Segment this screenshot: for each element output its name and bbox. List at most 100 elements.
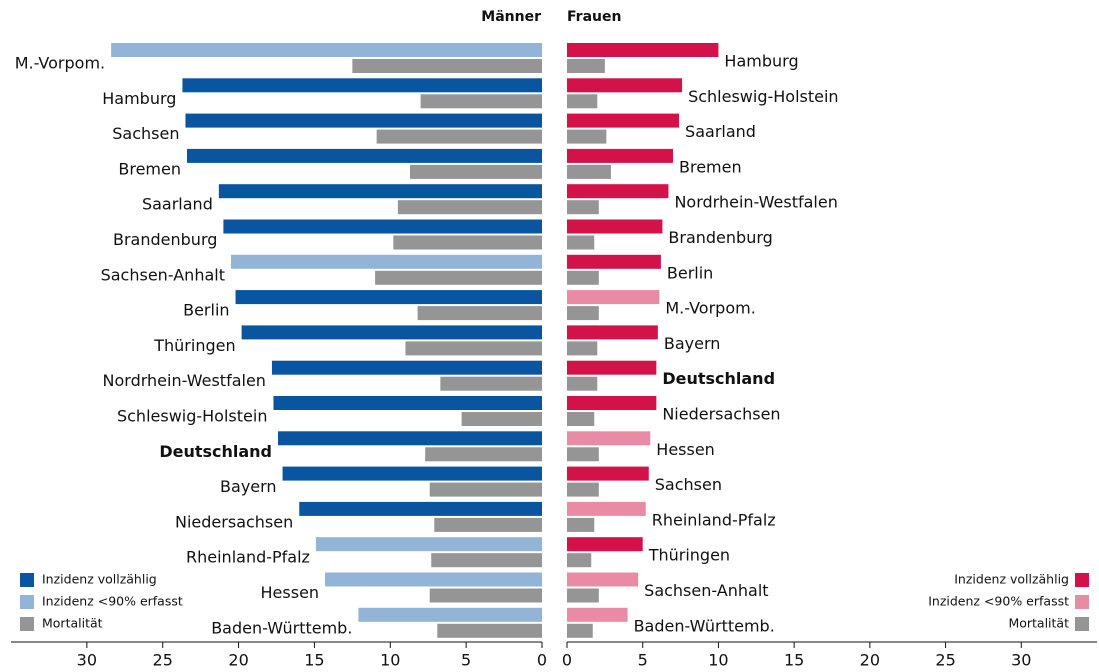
category-label: Bayern — [664, 334, 721, 353]
bar — [235, 290, 542, 305]
x-tick-label: 25 — [153, 651, 173, 670]
bar — [417, 306, 542, 321]
bar — [567, 466, 649, 481]
x-tick-label: 5 — [638, 651, 648, 670]
bar — [567, 254, 661, 269]
bar — [425, 447, 542, 462]
category-label: Thüringen — [648, 546, 730, 565]
category-label: M.-Vorpom. — [15, 54, 105, 73]
category-label: Baden-Württemb. — [634, 616, 775, 635]
category-label: Schleswig-Holstein — [688, 87, 838, 106]
x-tick-label: 10 — [380, 651, 400, 670]
category-label: Rheinland-Pfalz — [652, 510, 776, 529]
category-label: Sachsen — [112, 124, 179, 143]
bar — [567, 447, 599, 462]
bar — [218, 184, 542, 199]
category-label: Saarland — [142, 195, 213, 214]
category-label: Brandenburg — [668, 228, 772, 247]
bar — [567, 129, 607, 144]
legend-label: Mortalität — [1008, 616, 1069, 631]
category-label: Hessen — [261, 583, 320, 602]
bar — [278, 431, 542, 446]
bar — [358, 607, 542, 622]
bar — [397, 200, 542, 215]
x-tick-label: 30 — [1011, 651, 1031, 670]
bar — [461, 412, 542, 426]
bar — [567, 306, 599, 321]
category-label: Berlin — [667, 263, 713, 282]
category-label: Sachsen — [655, 475, 722, 494]
category-label: Thüringen — [153, 336, 235, 355]
bar — [567, 482, 599, 497]
category-label: Rheinland-Pfalz — [186, 548, 310, 567]
bar — [567, 113, 680, 128]
bar — [567, 94, 598, 109]
bar — [567, 553, 592, 568]
bar — [405, 341, 542, 356]
bar — [567, 588, 599, 603]
category-label: Deutschland — [662, 369, 775, 388]
legend-swatch — [1075, 617, 1089, 631]
legend-swatch — [20, 595, 34, 609]
category-label: Saarland — [685, 122, 756, 141]
bar — [182, 78, 543, 93]
bar — [325, 572, 542, 587]
bar — [185, 113, 542, 128]
category-label: Sachsen-Anhalt — [644, 581, 768, 600]
bar — [567, 43, 719, 57]
x-tick-label: 25 — [935, 651, 955, 670]
bar — [186, 148, 542, 163]
bar — [567, 78, 683, 93]
legend-swatch — [20, 617, 34, 631]
bar — [273, 396, 542, 410]
bar — [352, 59, 542, 73]
bar — [567, 200, 599, 215]
category-label: Bayern — [220, 477, 277, 496]
x-tick-label: 0 — [562, 651, 572, 670]
bar — [567, 412, 595, 426]
legend-label: Inzidenz <90% erfasst — [928, 594, 1069, 609]
bar — [230, 254, 542, 269]
bar — [437, 623, 542, 638]
bar — [567, 219, 663, 234]
legend-swatch — [20, 573, 34, 587]
category-label: Hamburg — [724, 52, 798, 71]
legend-label: Inzidenz vollzählig — [954, 572, 1069, 587]
bar — [429, 588, 542, 603]
category-label: Hamburg — [102, 89, 176, 108]
category-label: Nordrhein-Westfalen — [103, 371, 266, 390]
bar — [376, 129, 542, 144]
bar — [393, 235, 542, 250]
x-tick-label: 20 — [228, 651, 248, 670]
bar — [567, 59, 605, 73]
bar — [410, 164, 542, 179]
bar — [567, 431, 651, 446]
bar — [271, 360, 542, 375]
bar — [223, 219, 542, 234]
bar — [282, 466, 542, 481]
legend-label: Inzidenz vollzählig — [42, 572, 157, 587]
bar — [567, 537, 643, 552]
bar — [567, 184, 669, 199]
x-tick-label: 15 — [784, 651, 804, 670]
category-label: Bremen — [679, 157, 742, 176]
x-tick-label: 15 — [304, 651, 324, 670]
bar — [567, 607, 628, 622]
bar — [567, 623, 593, 638]
bar — [567, 360, 657, 375]
category-label: M.-Vorpom. — [665, 299, 755, 318]
category-label: Baden-Württemb. — [211, 618, 352, 637]
bar — [375, 270, 542, 285]
bar — [567, 341, 598, 356]
bar — [567, 164, 611, 179]
bar — [567, 148, 673, 163]
bar — [429, 482, 542, 497]
bar — [567, 517, 595, 532]
panel-title: Männer — [481, 9, 541, 25]
category-label: Hessen — [656, 440, 715, 459]
legend-label: Inzidenz <90% erfasst — [42, 594, 183, 609]
x-tick-label: 0 — [537, 651, 547, 670]
bar — [111, 43, 542, 57]
category-label: Nordrhein-Westfalen — [674, 193, 837, 212]
